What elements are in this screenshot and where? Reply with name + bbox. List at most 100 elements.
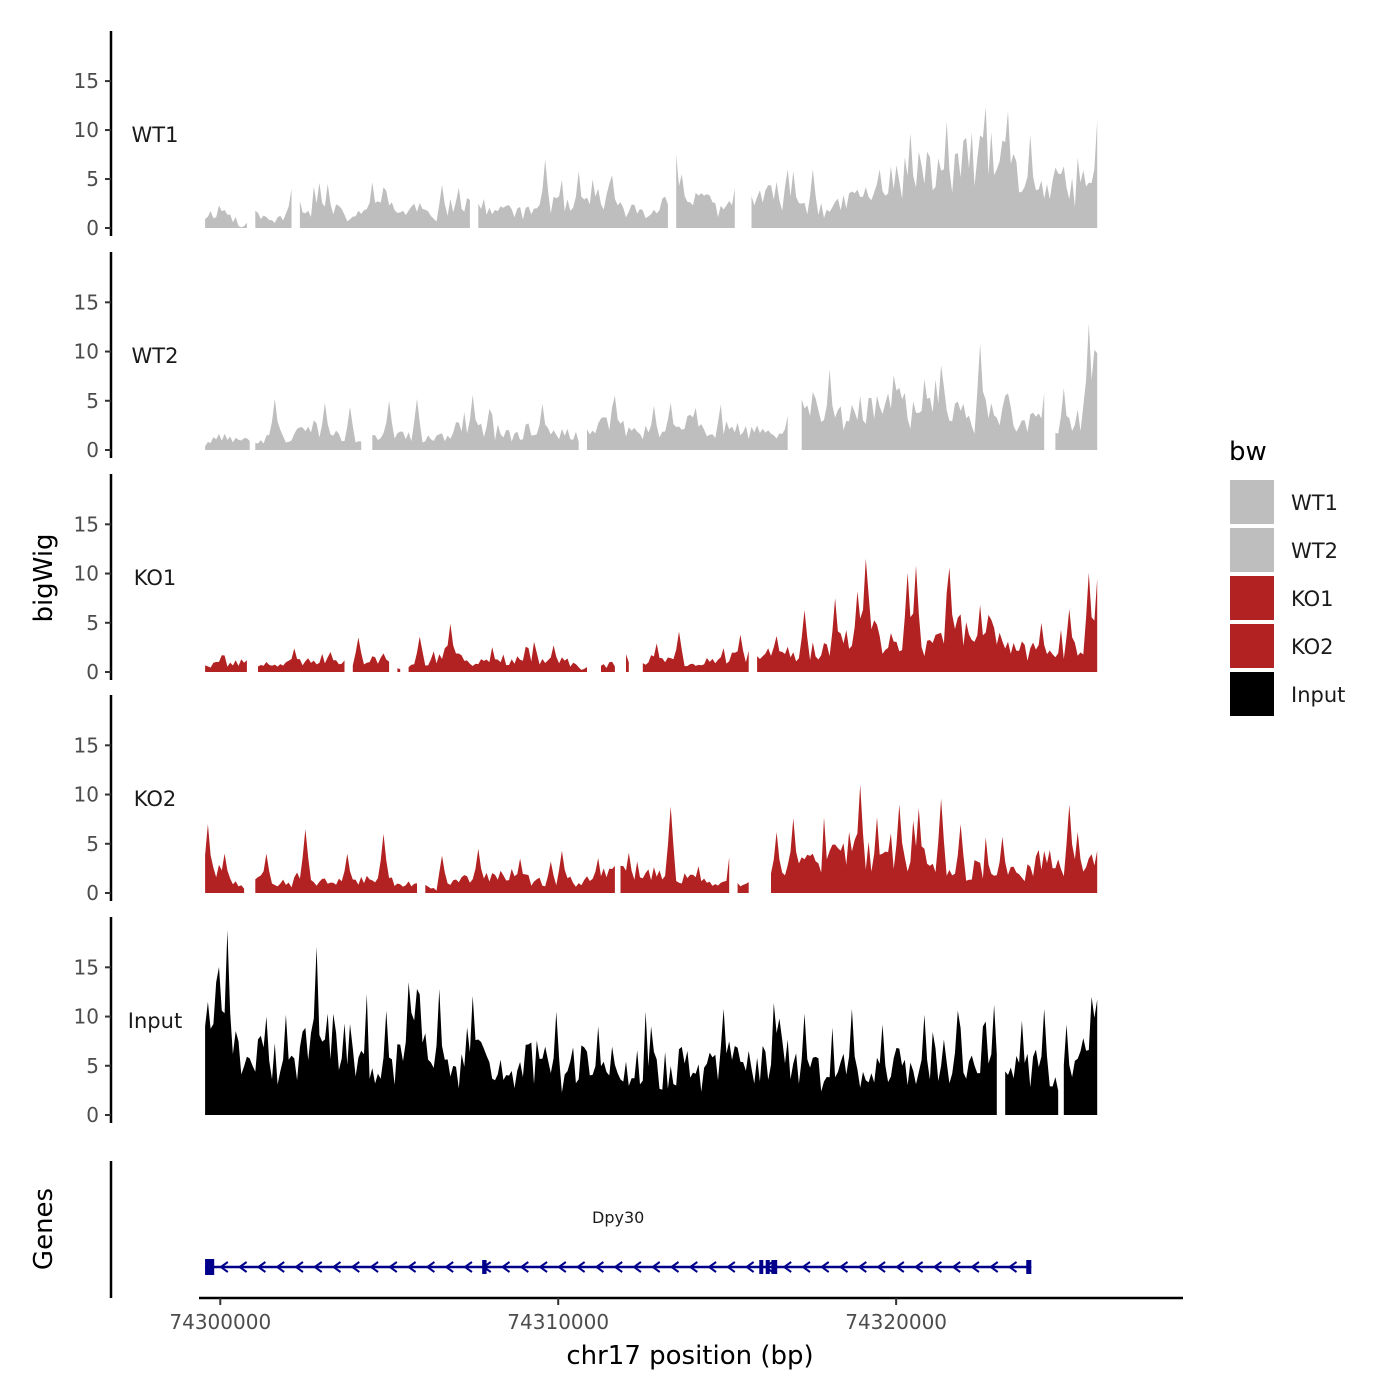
- y-tick-label: 10: [74, 340, 99, 364]
- gene-exon: [1026, 1260, 1032, 1274]
- strand-arrow: [857, 1261, 867, 1273]
- y-tick-label: 15: [74, 733, 99, 757]
- y-tick-label: 15: [74, 290, 99, 314]
- y-tick-label: 10: [74, 783, 99, 807]
- y-tick-label: 5: [86, 1054, 99, 1078]
- legend-swatch-ko1: [1230, 576, 1274, 620]
- gene-exon: [765, 1260, 770, 1274]
- legend-label-wt2: WT2: [1291, 539, 1338, 563]
- track-label-wt1: WT1: [132, 123, 179, 147]
- strand-arrow: [444, 1261, 454, 1273]
- strand-arrow: [331, 1261, 342, 1273]
- y-tick-label: 0: [86, 660, 99, 684]
- strand-arrow: [613, 1261, 623, 1273]
- gene-label: Dpy30: [592, 1208, 644, 1227]
- track-label-ko2: KO2: [134, 787, 177, 811]
- gene-exon: [759, 1260, 764, 1274]
- strand-arrow: [989, 1261, 999, 1273]
- legend-swatch-ko2: [1230, 624, 1274, 668]
- y-tick-label: 0: [86, 216, 99, 240]
- signal-area-wt2: [205, 323, 1098, 450]
- legend: bw WT1 WT2 KO1 KO2 Input: [1229, 437, 1345, 716]
- legend-swatch-input: [1230, 672, 1274, 716]
- strand-arrow: [557, 1261, 567, 1273]
- strand-arrow: [1007, 1261, 1018, 1273]
- signal-area-ko2: [205, 784, 1098, 893]
- y-tick-label: 0: [86, 1103, 99, 1127]
- legend-label-ko2: KO2: [1291, 635, 1334, 659]
- y-tick-label: 15: [74, 69, 99, 93]
- track-ko1: 0 5 10 15 KO1: [74, 474, 1098, 684]
- strand-arrow: [782, 1261, 792, 1273]
- track-ko2: 0 5 10 15 KO2: [74, 695, 1098, 905]
- strand-arrow: [838, 1261, 849, 1273]
- strand-arrow: [425, 1261, 435, 1273]
- y-tick-label: 0: [86, 438, 99, 462]
- strand-arrow: [275, 1261, 285, 1273]
- track-label-ko1: KO1: [134, 566, 177, 590]
- track-wt1: 0 5 10 15 WT1: [74, 31, 1098, 240]
- strand-arrow: [632, 1261, 642, 1273]
- track-label-wt2: WT2: [132, 344, 179, 368]
- strand-arrow: [820, 1261, 830, 1273]
- legend-swatch-wt1: [1230, 480, 1274, 524]
- legend-swatch-wt2: [1230, 528, 1274, 572]
- track-wt2: 0 5 10 15 WT2: [74, 252, 1098, 462]
- strand-arrow: [219, 1261, 229, 1273]
- gene-exon: [771, 1260, 778, 1274]
- y-tick-label: 10: [74, 118, 99, 142]
- strand-arrow: [388, 1261, 398, 1273]
- legend-label-ko1: KO1: [1291, 587, 1334, 611]
- legend-label-wt1: WT1: [1291, 491, 1338, 515]
- strand-arrow: [951, 1261, 961, 1273]
- x-axis-title: chr17 position (bp): [566, 1341, 813, 1371]
- strand-arrow: [519, 1261, 529, 1273]
- strand-arrow: [932, 1261, 943, 1273]
- track-label-input: Input: [128, 1009, 182, 1033]
- y-tick-label: 5: [86, 389, 99, 413]
- y-tick-label: 5: [86, 611, 99, 635]
- y-tick-label: 5: [86, 167, 99, 191]
- strand-arrow: [256, 1261, 266, 1273]
- y-tick-label: 15: [74, 512, 99, 536]
- gene-exon: [482, 1260, 487, 1274]
- strand-arrow: [688, 1261, 698, 1273]
- x-axis-ticks: 74300000 74310000 74320000: [169, 1298, 947, 1334]
- strand-arrow: [726, 1261, 736, 1273]
- strand-arrow: [594, 1261, 604, 1273]
- strand-arrow: [707, 1261, 717, 1273]
- track-input: 0 5 10 15 Input: [74, 917, 1098, 1127]
- strand-arrow: [350, 1261, 360, 1273]
- signal-area-ko1: [205, 558, 1098, 672]
- strand-arrow: [463, 1261, 473, 1273]
- strand-arrow: [313, 1261, 323, 1273]
- strand-arrow: [970, 1261, 980, 1273]
- y-tick-label: 10: [74, 562, 99, 586]
- legend-title: bw: [1229, 437, 1267, 467]
- y-tick-label: 5: [86, 832, 99, 856]
- strand-arrow: [876, 1261, 886, 1273]
- genes-axis-title: Genes: [29, 1188, 59, 1270]
- strand-arrow: [237, 1261, 248, 1273]
- strand-arrow: [575, 1261, 586, 1273]
- strand-arrow: [913, 1261, 924, 1273]
- signal-tracks: 0 5 10 15 WT1 0 5 10 15 WT2 0 5 10 15 KO1 0 5 10 15 KO2 0 5 10…: [74, 31, 1098, 1127]
- genes-panel: Genes Dpy30: [29, 1161, 1032, 1298]
- x-tick-label: 74320000: [845, 1310, 947, 1334]
- strand-arrow: [651, 1261, 661, 1273]
- strand-arrow: [763, 1261, 773, 1273]
- gene-model: [205, 1259, 1032, 1275]
- strand-arrow: [801, 1261, 811, 1273]
- strand-arrow: [294, 1261, 304, 1273]
- y-axis-title: bigWig: [29, 533, 59, 622]
- strand-arrow: [744, 1261, 755, 1273]
- y-tick-label: 15: [74, 955, 99, 979]
- gene-exon: [205, 1259, 215, 1275]
- signal-area-input: [205, 929, 1098, 1115]
- signal-area-wt1: [205, 106, 1098, 228]
- strand-arrow: [369, 1261, 379, 1273]
- x-tick-label: 74310000: [507, 1310, 609, 1334]
- strand-arrow: [406, 1261, 417, 1273]
- strand-arrow: [669, 1261, 680, 1273]
